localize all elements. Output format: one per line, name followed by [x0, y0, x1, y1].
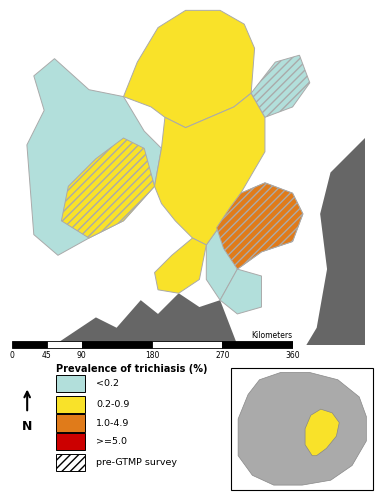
- Text: 270: 270: [215, 351, 229, 360]
- Text: 0: 0: [9, 351, 14, 360]
- Text: 90: 90: [77, 351, 87, 360]
- Polygon shape: [217, 183, 303, 269]
- Text: <0.2: <0.2: [96, 379, 119, 388]
- Text: Prevalence of trichiasis (%): Prevalence of trichiasis (%): [56, 364, 208, 374]
- Polygon shape: [154, 93, 265, 245]
- Polygon shape: [306, 138, 365, 345]
- Polygon shape: [238, 372, 367, 485]
- Polygon shape: [61, 138, 154, 238]
- Bar: [56, 433, 85, 450]
- Polygon shape: [27, 58, 161, 256]
- Bar: [56, 454, 85, 471]
- Text: Kilometers: Kilometers: [251, 331, 293, 340]
- Text: 0.2-0.9: 0.2-0.9: [96, 400, 130, 409]
- Bar: [223, 341, 293, 348]
- Polygon shape: [251, 55, 310, 118]
- Text: 360: 360: [285, 351, 300, 360]
- Text: 180: 180: [145, 351, 159, 360]
- Text: 1.0-4.9: 1.0-4.9: [96, 418, 130, 428]
- Text: >=5.0: >=5.0: [96, 437, 127, 446]
- Polygon shape: [55, 293, 237, 345]
- Bar: [56, 396, 85, 413]
- Polygon shape: [305, 409, 339, 456]
- Bar: [82, 341, 152, 348]
- Bar: [56, 374, 85, 392]
- Bar: [47, 341, 82, 348]
- Polygon shape: [154, 238, 206, 293]
- Polygon shape: [206, 183, 303, 300]
- Bar: [12, 341, 47, 348]
- Bar: [56, 414, 85, 432]
- Polygon shape: [124, 10, 254, 128]
- Text: pre-GTMP survey: pre-GTMP survey: [96, 458, 177, 468]
- Polygon shape: [220, 269, 261, 314]
- Text: N: N: [22, 420, 32, 433]
- Text: 45: 45: [42, 351, 52, 360]
- Bar: [152, 341, 223, 348]
